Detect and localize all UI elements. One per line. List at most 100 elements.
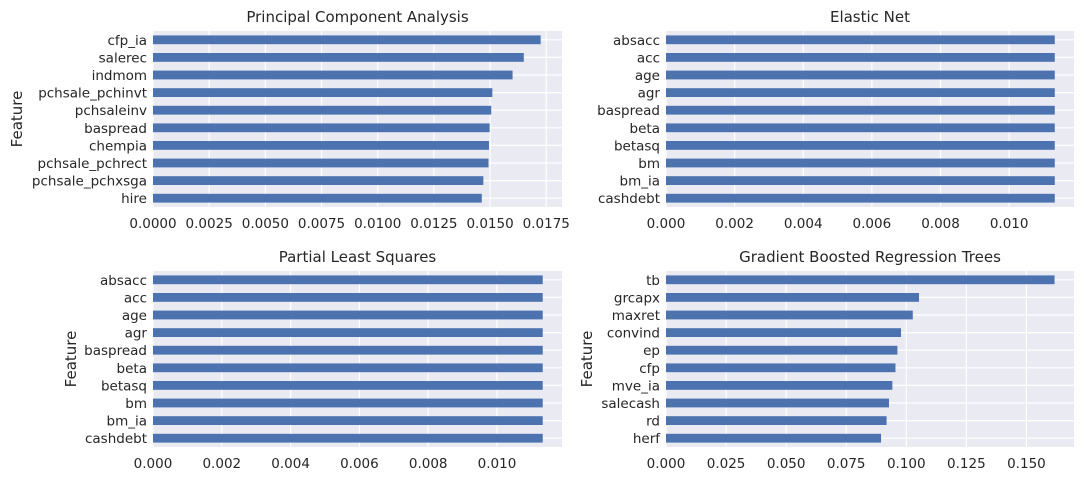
bar	[153, 193, 482, 203]
x-tick-label: 0.0125	[410, 216, 457, 232]
y-axis-label: Feature	[578, 331, 596, 388]
bar	[153, 123, 490, 133]
bar	[666, 35, 1055, 45]
x-tick-label: 0.0050	[242, 216, 289, 232]
chart-title: Principal Component Analysis	[246, 8, 469, 26]
y-tick-label: chempia	[89, 138, 147, 154]
y-tick-label: convind	[607, 326, 660, 342]
y-tick-label: bm_ia	[620, 174, 661, 190]
x-tick-label: 0.010	[990, 216, 1029, 232]
x-tick-label: 0.000	[647, 456, 686, 472]
bar	[666, 176, 1055, 185]
x-tick-labels: 0.000 0.002 0.004 0.006 0.008 0.010	[647, 216, 1029, 232]
x-tick-label: 0.100	[887, 456, 926, 472]
bar	[666, 53, 1055, 62]
bar	[666, 328, 901, 337]
bar	[666, 433, 882, 443]
bar	[153, 363, 543, 373]
y-tick-label: herf	[633, 431, 661, 447]
bar	[153, 105, 492, 115]
y-tick-label: baspread	[84, 121, 147, 137]
bar	[666, 416, 887, 425]
bar	[153, 310, 543, 320]
y-tick-label: baspread	[84, 343, 147, 359]
bar-group	[153, 35, 541, 203]
y-tick-label: bm	[125, 396, 147, 412]
x-tick-label: 0.0175	[523, 216, 570, 232]
y-tick-label: ep	[643, 343, 660, 359]
x-tick-label: 0.004	[784, 216, 823, 232]
bar	[666, 141, 1055, 150]
bar	[666, 345, 898, 355]
x-tick-label: 0.008	[921, 216, 960, 232]
bar	[666, 193, 1055, 203]
x-tick-label: 0.050	[767, 456, 806, 472]
bar	[153, 176, 484, 185]
bar	[153, 53, 524, 62]
y-tick-label: mve_ia	[612, 378, 660, 394]
x-tick-label: 0.006	[853, 216, 892, 232]
x-tick-label: 0.0100	[354, 216, 401, 232]
bar-group	[153, 275, 543, 443]
y-tick-label: acc	[637, 50, 660, 66]
y-tick-label: absacc	[613, 33, 660, 49]
bar	[153, 398, 543, 408]
y-tick-label: betasq	[101, 378, 147, 394]
bar	[153, 293, 543, 302]
x-tick-label: 0.0025	[186, 216, 233, 232]
y-tick-label: salerec	[99, 50, 147, 66]
y-tick-label: agr	[125, 326, 148, 342]
y-tick-label: salecash	[601, 396, 660, 412]
y-tick-label: age	[122, 308, 147, 324]
y-tick-label: tb	[646, 273, 660, 289]
x-tick-label: 0.008	[409, 456, 448, 472]
y-tick-label: maxret	[612, 308, 660, 324]
bar	[666, 398, 889, 408]
x-tick-label: 0.075	[827, 456, 866, 472]
bar	[666, 88, 1055, 97]
x-tick-labels: 0.000 0.025 0.050 0.075 0.100 0.125 0.150	[647, 456, 1046, 472]
bar	[666, 105, 1055, 115]
bar	[666, 158, 1055, 168]
x-tick-label: 0.002	[715, 216, 754, 232]
y-tick-label: beta	[630, 121, 660, 137]
x-tick-label: 0.0000	[129, 216, 176, 232]
y-tick-label: age	[635, 68, 660, 84]
bar	[666, 363, 896, 373]
x-tick-label: 0.000	[647, 216, 686, 232]
x-tick-label: 0.025	[707, 456, 746, 472]
y-tick-label: pchsale_pchxsga	[32, 174, 147, 190]
bar	[666, 381, 893, 390]
y-tick-label: betasq	[614, 138, 660, 154]
x-tick-label: 0.0075	[298, 216, 345, 232]
y-tick-label: pchsale_pchrect	[38, 156, 147, 172]
bar	[153, 328, 543, 337]
bar	[153, 381, 543, 390]
bar	[153, 433, 543, 443]
x-tick-label: 0.000	[134, 456, 173, 472]
chart-title: Partial Least Squares	[279, 248, 437, 266]
bar	[153, 88, 493, 97]
y-tick-label: cfp	[639, 361, 660, 377]
x-tick-label: 0.006	[340, 456, 379, 472]
bar	[153, 70, 513, 80]
bar-group	[666, 275, 1055, 443]
bar	[666, 275, 1055, 285]
bar	[153, 158, 489, 168]
bar-group	[666, 35, 1055, 203]
y-tick-label: acc	[124, 290, 147, 306]
y-axis-label: Feature	[8, 91, 26, 148]
bar	[153, 35, 541, 45]
y-tick-label: cashdebt	[85, 431, 147, 447]
y-tick-label: pchsaleinv	[75, 103, 147, 119]
y-tick-label: indmom	[92, 68, 147, 84]
x-tick-label: 0.004	[271, 456, 310, 472]
